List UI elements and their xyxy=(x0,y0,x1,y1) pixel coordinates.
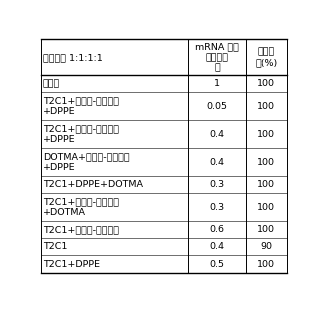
Text: 100: 100 xyxy=(257,260,275,269)
Text: T2C1+DPPE: T2C1+DPPE xyxy=(43,260,100,269)
Text: 100: 100 xyxy=(257,225,275,234)
Text: 0.4: 0.4 xyxy=(210,130,225,139)
Text: 0.4: 0.4 xyxy=(210,158,225,167)
Text: T2C1+DPPE+DOTMA: T2C1+DPPE+DOTMA xyxy=(43,180,143,189)
Text: T2C1+胆固醇-聚乙二醇
+DPPE: T2C1+胆固醇-聚乙二醇 +DPPE xyxy=(43,124,119,144)
Text: mRNA 相对
于对照组
量: mRNA 相对 于对照组 量 xyxy=(195,42,239,73)
Text: T2C1+胆固醇-聚乙二醇: T2C1+胆固醇-聚乙二醇 xyxy=(43,225,119,234)
Text: 0.05: 0.05 xyxy=(207,102,228,111)
Text: DOTMA+胆固醇-聚乙二醇
+DPPE: DOTMA+胆固醇-聚乙二醇 +DPPE xyxy=(43,152,129,172)
Text: 100: 100 xyxy=(257,130,275,139)
Text: 0.5: 0.5 xyxy=(210,260,225,269)
Text: T2C1+胆固醇-聚乙二醇
+DPPE: T2C1+胆固醇-聚乙二醇 +DPPE xyxy=(43,96,119,116)
Text: 对照组: 对照组 xyxy=(43,79,60,88)
Text: T2C1+胆固醇-聚乙二醇
+DOTMA: T2C1+胆固醇-聚乙二醇 +DOTMA xyxy=(43,197,119,217)
Text: 0.3: 0.3 xyxy=(210,203,225,212)
Text: 0.6: 0.6 xyxy=(210,225,225,234)
Text: 100: 100 xyxy=(257,203,275,212)
Text: 100: 100 xyxy=(257,102,275,111)
Text: 100: 100 xyxy=(257,79,275,88)
Text: 1: 1 xyxy=(214,79,220,88)
Text: T2C1: T2C1 xyxy=(43,242,67,251)
Text: 0.3: 0.3 xyxy=(210,180,225,189)
Text: 100: 100 xyxy=(257,180,275,189)
Text: 细胞密
度(%): 细胞密 度(%) xyxy=(255,48,277,67)
Text: 制剂配方 1:1:1:1: 制剂配方 1:1:1:1 xyxy=(43,53,102,62)
Text: 100: 100 xyxy=(257,158,275,167)
Text: 90: 90 xyxy=(260,242,272,251)
Text: 0.4: 0.4 xyxy=(210,242,225,251)
